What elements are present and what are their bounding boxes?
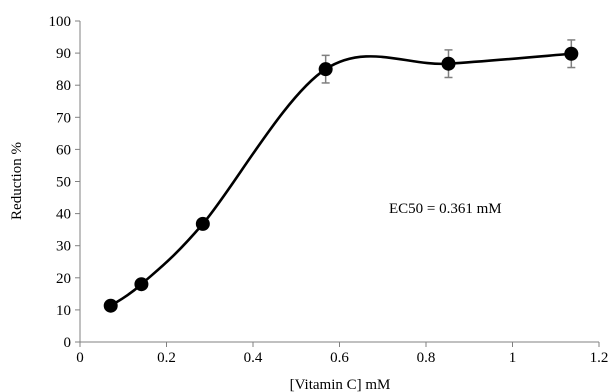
y-tick-label: 60	[56, 142, 71, 158]
y-tick-label: 50	[56, 175, 71, 191]
y-tick-label: 100	[49, 14, 72, 30]
series-line	[109, 52, 572, 307]
x-tick-label: 0.2	[157, 350, 176, 366]
y-tick-label: 80	[56, 78, 71, 94]
y-tick-labels: 0 10 20 30 40 50 60 70 80 90 100	[49, 14, 72, 351]
x-axis-label: [Vitamin C] mM	[290, 377, 391, 392]
data-point	[134, 277, 149, 292]
x-tick-label: 1.2	[590, 350, 609, 366]
data-point	[564, 46, 579, 61]
y-tick-label: 0	[64, 335, 72, 351]
y-tick-label: 10	[56, 303, 71, 319]
data-point	[103, 298, 118, 313]
x-tick-label: 0.4	[244, 350, 263, 366]
axes	[75, 20, 600, 347]
x-tick-labels: 0 0.2 0.4 0.6 0.8 1 1.2	[76, 350, 608, 366]
y-tick-label: 20	[56, 271, 71, 287]
data-point	[195, 216, 210, 231]
data-point	[318, 62, 333, 77]
x-tick-label: 0.8	[417, 350, 436, 366]
y-tick-label: 40	[56, 207, 71, 223]
y-tick-label: 30	[56, 239, 71, 255]
x-tick-label: 0.6	[330, 350, 349, 366]
y-axis-label: Reduction %	[9, 142, 25, 220]
y-tick-label: 90	[56, 46, 71, 62]
x-tick-label: 1	[509, 350, 517, 366]
y-tick-label: 70	[56, 110, 71, 126]
series	[103, 39, 579, 313]
x-tick-label: 0	[76, 350, 84, 366]
ec50-annotation: EC50 = 0.361 mM	[389, 201, 502, 217]
data-point	[441, 56, 456, 71]
